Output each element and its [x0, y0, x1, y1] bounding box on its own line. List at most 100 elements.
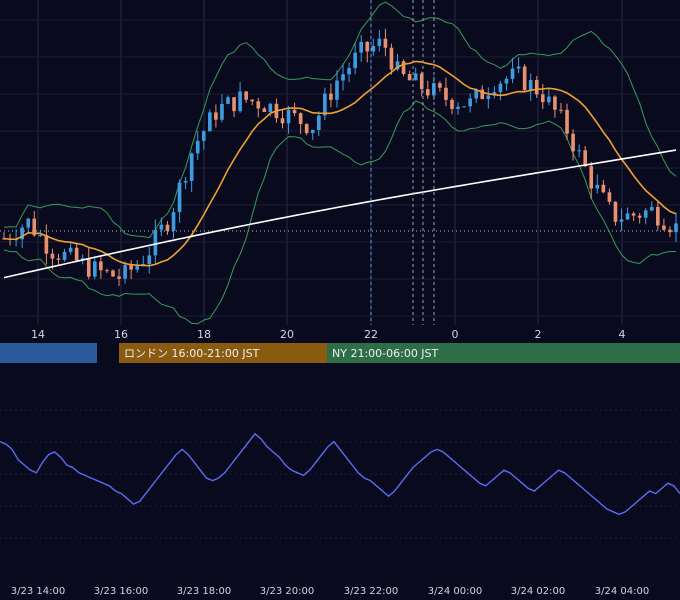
candle-body: [516, 66, 521, 69]
candle-body: [492, 92, 497, 96]
candle-body: [262, 108, 267, 113]
candle-body: [583, 150, 588, 167]
candle-body: [534, 80, 539, 95]
candle-body: [335, 80, 339, 100]
session-tokyo: [0, 343, 97, 363]
candle-body: [286, 109, 291, 124]
candle-body: [44, 235, 49, 254]
x-tick-label: 3/24 02:00: [511, 586, 565, 597]
candle-body: [111, 270, 115, 277]
x-tick-label: 3/23 20:00: [260, 586, 314, 597]
candle-body: [62, 251, 67, 260]
candle-body: [316, 115, 321, 130]
session-london: [119, 343, 327, 363]
x-tick-label: 3/23 14:00: [11, 586, 65, 597]
session-label-ny: NY 21:00-06:00 JST: [332, 347, 439, 360]
candle-body: [238, 91, 242, 112]
candle-body: [99, 261, 103, 271]
candle-body: [468, 98, 472, 107]
candle-body: [323, 93, 327, 116]
x-tick-label: 16: [114, 328, 128, 341]
candle-body: [413, 73, 418, 81]
candle-body: [371, 45, 376, 52]
candle-body: [220, 103, 224, 120]
candle-body: [32, 218, 37, 236]
x-tick-label: 4: [619, 328, 626, 341]
candle-body: [444, 87, 448, 100]
candle-body: [38, 235, 43, 237]
candle-body: [214, 112, 218, 120]
x-tick-label: 20: [280, 328, 294, 341]
candle-body: [401, 61, 406, 75]
moving-averages: [3, 60, 677, 279]
candle-body: [407, 74, 412, 81]
candle-body: [147, 255, 152, 264]
candle-body: [432, 83, 436, 96]
candle-body: [135, 264, 140, 270]
candle-body: [359, 41, 364, 53]
candle-body: [208, 112, 212, 132]
candle-body: [365, 41, 370, 52]
x-tick-label: 18: [197, 328, 211, 341]
session-bar: ロンドン 16:00-21:00 JST NY 21:00-06:00 JST: [0, 343, 680, 363]
candle-body: [244, 91, 248, 100]
candle-body: [310, 129, 315, 134]
candle-body: [280, 118, 285, 124]
oscillator-x-axis: 3/23 14:00 3/23 16:00 3/23 18:00 3/23 20:00…: [11, 586, 649, 597]
candle-body: [674, 223, 678, 233]
candle-body: [547, 96, 551, 103]
candle-body: [419, 73, 424, 90]
x-tick-label: 14: [31, 328, 45, 341]
candle-body: [571, 133, 575, 152]
candle-body: [189, 153, 194, 182]
candle-body: [92, 261, 97, 277]
candle-body: [438, 83, 442, 88]
candle-body: [183, 181, 188, 183]
candle-body: [256, 101, 261, 109]
candle-body: [165, 224, 170, 231]
candle-body: [268, 103, 273, 113]
candle-body: [450, 99, 454, 109]
candle-body: [232, 97, 236, 112]
candle-body: [589, 166, 594, 189]
candle-body: [595, 184, 600, 189]
x-tick-label: 3/24 04:00: [595, 586, 649, 597]
x-tick-label: 0: [452, 328, 459, 341]
candle-body: [177, 182, 182, 213]
candle-body: [250, 99, 255, 102]
candle-body: [226, 97, 230, 104]
candle-body: [637, 215, 642, 218]
candle-body: [656, 206, 660, 226]
candle-body: [649, 206, 654, 211]
candle-body: [480, 89, 485, 100]
x-tick-label: 3/23 18:00: [177, 586, 231, 597]
candle-body: [474, 89, 479, 99]
candle-body: [528, 80, 533, 91]
candle-body: [74, 247, 79, 261]
candle-body: [26, 218, 31, 228]
candle-body: [153, 229, 158, 256]
candle-body: [553, 96, 557, 110]
candle-body: [347, 68, 351, 75]
candle-body: [395, 61, 400, 70]
bollinger-bands: [3, 1, 677, 325]
candle-body: [201, 131, 206, 141]
session-ny: [327, 343, 680, 363]
candle-body: [607, 192, 612, 202]
oscillator: [0, 409, 680, 539]
candle-body: [601, 184, 606, 193]
candle-body: [613, 201, 618, 222]
candle-body: [341, 74, 345, 81]
candle-body: [625, 213, 630, 220]
ma-long-line: [3, 149, 677, 279]
candle-body: [565, 109, 569, 134]
candle-body: [668, 229, 672, 233]
price-x-axis: 14 16 18 20 22 0 2 4: [31, 328, 626, 341]
candle-body: [86, 258, 91, 277]
candle-body: [68, 247, 73, 252]
x-tick-label: 3/23 22:00: [344, 586, 398, 597]
bollinger-lower: [3, 100, 677, 325]
x-tick-label: 3/24 00:00: [428, 586, 482, 597]
